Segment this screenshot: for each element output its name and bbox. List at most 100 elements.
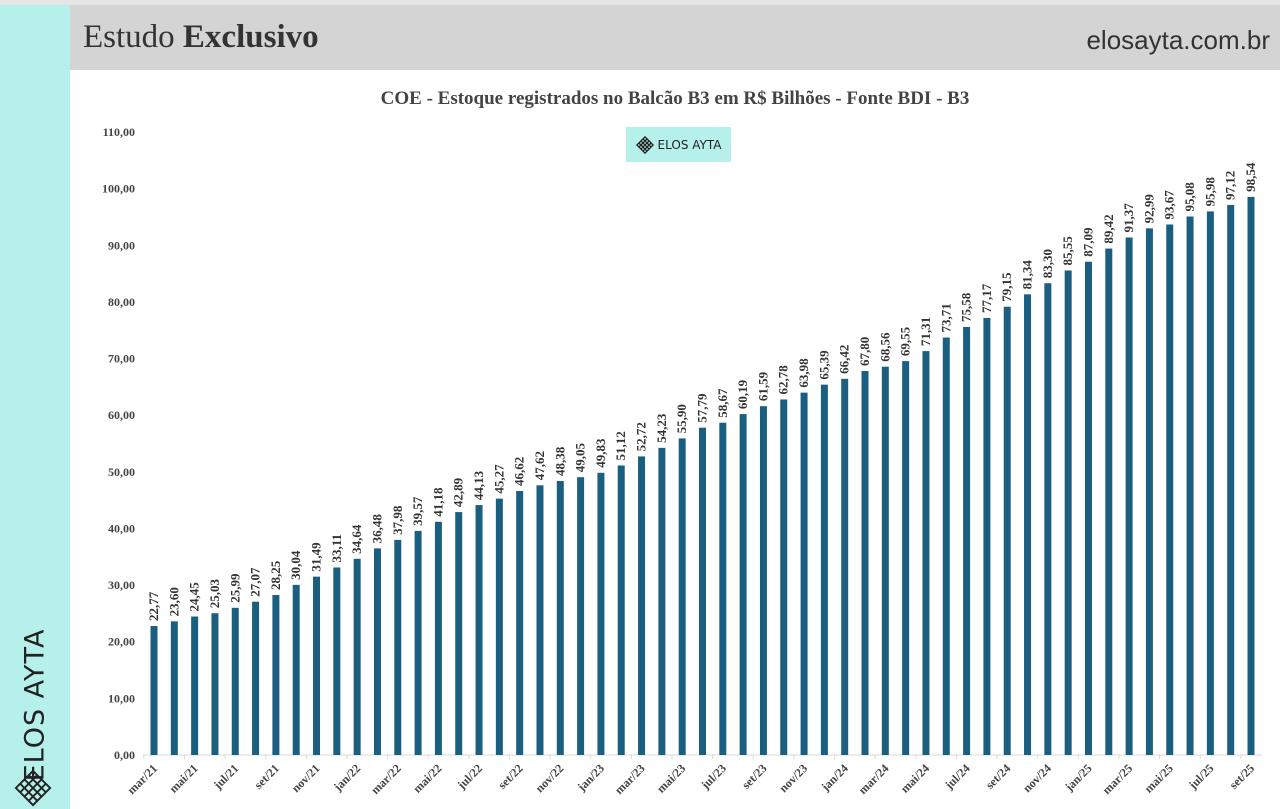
x-tick-label: jan/25 (1061, 761, 1094, 794)
data-label: 69,55 (898, 326, 913, 356)
bar (780, 399, 788, 755)
data-label: 27,07 (248, 567, 263, 597)
data-label: 44,13 (471, 470, 486, 500)
bar (1084, 261, 1092, 755)
data-label: 46,62 (512, 457, 527, 486)
bar (536, 485, 544, 755)
x-tick-label: jul/23 (698, 761, 729, 792)
bar (394, 539, 402, 755)
bar (597, 472, 605, 755)
bar (1125, 237, 1133, 755)
bar (678, 438, 686, 755)
bar (1003, 306, 1011, 755)
bar (1186, 216, 1194, 755)
top-strip (0, 0, 1280, 5)
data-label: 91,37 (1121, 203, 1136, 233)
data-label: 36,48 (369, 514, 384, 544)
x-tick-label: mar/24 (856, 761, 892, 797)
data-label: 55,90 (674, 404, 689, 433)
x-tick-label: jul/25 (1185, 761, 1216, 792)
data-label: 63,98 (796, 358, 811, 388)
bar (658, 447, 666, 755)
bar (719, 422, 727, 755)
data-label: 83,30 (1040, 249, 1055, 278)
x-tick-label: set/23 (739, 761, 770, 792)
data-label: 37,98 (390, 505, 405, 535)
data-label: 68,56 (877, 332, 892, 362)
data-label: 23,60 (166, 587, 181, 616)
data-label: 39,57 (410, 496, 425, 526)
bar (841, 378, 849, 755)
bar (759, 406, 767, 755)
data-label: 81,34 (1020, 260, 1035, 290)
bar (1105, 248, 1113, 756)
x-tick-label: mar/25 (1099, 761, 1135, 797)
bar (434, 521, 442, 755)
data-label: 85,55 (1060, 236, 1075, 266)
bar (516, 490, 524, 755)
data-label: 22,77 (146, 591, 161, 621)
y-tick-label: 70,00 (108, 352, 135, 366)
bar (1064, 270, 1072, 755)
bar (881, 366, 889, 755)
bar (1227, 204, 1235, 755)
data-label: 62,78 (776, 365, 791, 395)
data-label: 31,49 (309, 542, 324, 572)
x-tick-label: mai/23 (654, 761, 688, 795)
bar (902, 361, 910, 755)
x-tick-label: set/21 (251, 761, 282, 792)
bar (475, 505, 483, 755)
y-tick-label: 80,00 (108, 295, 135, 309)
bar (1247, 196, 1255, 755)
bar (577, 477, 585, 755)
brand-badge: ELOS AYTA (626, 127, 731, 162)
data-label: 98,54 (1243, 162, 1258, 192)
bar (1166, 224, 1174, 755)
data-label: 52,72 (634, 422, 649, 451)
y-tick-label: 60,00 (108, 408, 135, 422)
data-label: 49,83 (593, 438, 608, 468)
title-regular: Estudo (83, 19, 175, 55)
bar (1044, 283, 1052, 755)
data-label: 58,67 (715, 388, 730, 418)
y-tick-label: 30,00 (108, 578, 135, 592)
data-label: 25,03 (207, 578, 222, 608)
bar (211, 613, 219, 755)
bar (272, 595, 280, 755)
x-tick-label: nov/24 (1020, 761, 1054, 795)
bar (922, 351, 930, 755)
x-tick-label: nov/23 (776, 761, 810, 795)
bar (963, 326, 971, 755)
x-tick-label: jul/21 (210, 761, 241, 792)
data-label: 71,31 (918, 317, 933, 346)
data-label: 95,08 (1182, 182, 1197, 212)
brand-sidebar: ELOS AYTA (0, 5, 70, 809)
data-label: 42,89 (451, 477, 466, 507)
y-tick-label: 50,00 (108, 465, 135, 479)
x-tick-label: mai/25 (1141, 761, 1175, 795)
x-tick-label: jan/24 (818, 761, 851, 794)
bar (414, 530, 422, 755)
data-label: 25,99 (227, 573, 242, 603)
data-label: 34,64 (349, 524, 364, 554)
bar (739, 414, 747, 755)
y-tick-label: 10,00 (108, 691, 135, 705)
data-label: 48,38 (552, 446, 567, 476)
bar (191, 616, 199, 755)
data-label: 77,17 (979, 283, 994, 313)
data-label: 79,15 (999, 272, 1014, 302)
data-label: 60,19 (735, 379, 750, 409)
x-tick-label: jul/24 (941, 761, 972, 792)
y-tick-label: 40,00 (108, 521, 135, 535)
bar (699, 427, 706, 755)
data-label: 28,25 (268, 560, 283, 590)
x-tick-label: jul/22 (454, 761, 485, 792)
bar (861, 371, 869, 755)
bar (455, 512, 463, 755)
bar (495, 498, 503, 755)
x-tick-label: nov/22 (532, 761, 566, 795)
bar (353, 558, 361, 755)
site-url: elosayta.com.br (1086, 25, 1270, 55)
x-tick-label: mar/21 (124, 761, 160, 797)
